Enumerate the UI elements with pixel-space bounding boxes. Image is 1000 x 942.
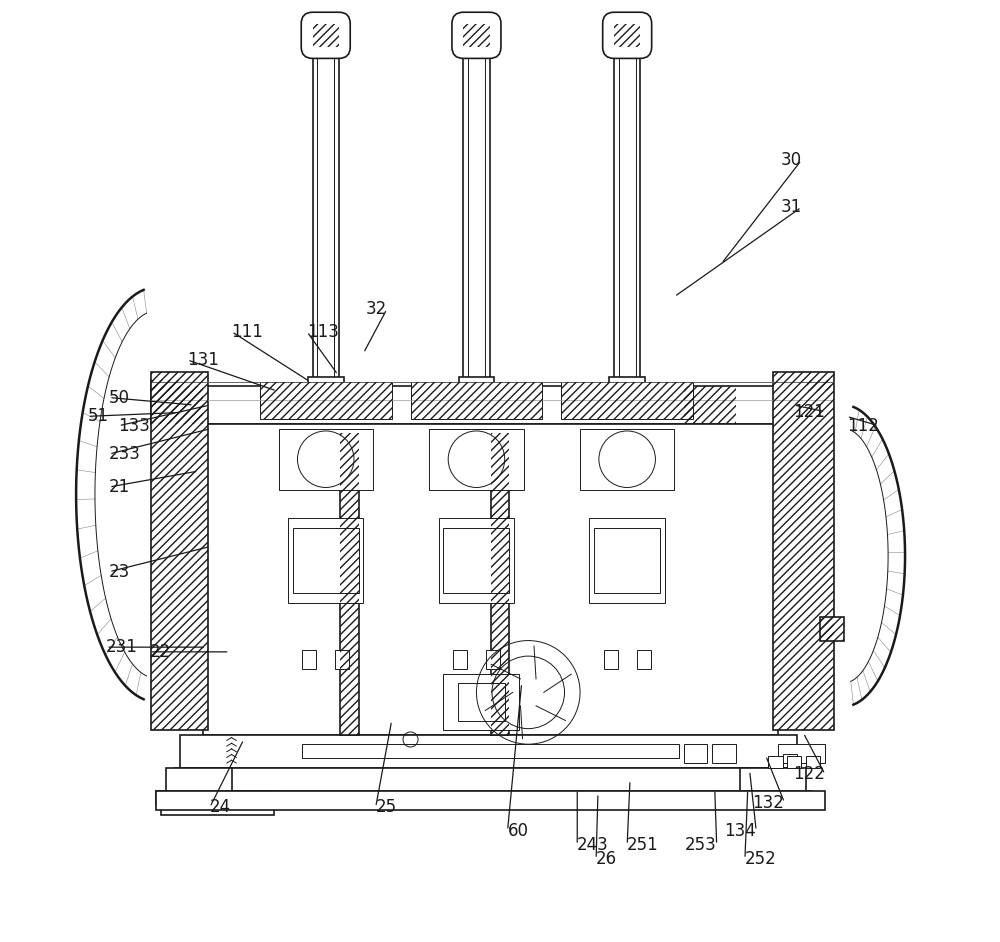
Bar: [166, 768, 232, 796]
Bar: [443, 528, 509, 593]
Bar: [740, 768, 806, 796]
Bar: [637, 650, 651, 669]
Bar: [468, 33, 485, 386]
Text: 50: 50: [109, 388, 130, 407]
Bar: [288, 518, 363, 603]
Bar: [604, 650, 618, 669]
Bar: [807, 380, 831, 391]
Bar: [778, 744, 825, 763]
Bar: [151, 386, 203, 424]
Bar: [561, 382, 693, 419]
Bar: [151, 372, 208, 730]
Text: 112: 112: [847, 416, 879, 435]
Bar: [203, 424, 778, 735]
FancyBboxPatch shape: [452, 12, 501, 58]
Bar: [180, 735, 797, 768]
Bar: [151, 372, 208, 730]
Bar: [491, 433, 509, 735]
Bar: [313, 24, 339, 47]
Text: 32: 32: [366, 300, 387, 318]
Bar: [458, 683, 505, 721]
Text: 133: 133: [118, 416, 150, 435]
Text: 23: 23: [109, 562, 130, 581]
Bar: [684, 744, 707, 763]
Bar: [443, 674, 519, 730]
Bar: [151, 386, 830, 424]
Bar: [773, 372, 834, 730]
Bar: [619, 33, 636, 386]
Bar: [594, 528, 660, 593]
Bar: [783, 754, 797, 763]
Text: 122: 122: [793, 765, 825, 784]
Text: 253: 253: [685, 836, 717, 854]
Bar: [740, 791, 811, 805]
Text: 121: 121: [793, 402, 825, 421]
FancyBboxPatch shape: [301, 12, 350, 58]
Bar: [453, 650, 467, 669]
Text: 233: 233: [109, 445, 141, 463]
Bar: [684, 386, 736, 424]
Text: 113: 113: [307, 322, 339, 341]
Text: 31: 31: [780, 198, 801, 217]
Bar: [411, 382, 542, 419]
Bar: [156, 791, 241, 805]
Bar: [429, 429, 524, 490]
Bar: [279, 429, 373, 490]
Text: 25: 25: [376, 798, 397, 817]
Bar: [589, 518, 665, 603]
Bar: [463, 28, 490, 386]
Bar: [463, 24, 490, 47]
Text: 251: 251: [627, 836, 659, 854]
Bar: [302, 744, 679, 758]
Bar: [340, 433, 359, 735]
Text: 252: 252: [745, 850, 777, 869]
Bar: [260, 382, 392, 419]
Text: 24: 24: [210, 798, 231, 817]
Bar: [439, 518, 514, 603]
Text: 132: 132: [753, 793, 784, 812]
Bar: [151, 380, 180, 391]
Bar: [712, 744, 736, 763]
Bar: [820, 617, 844, 641]
Bar: [609, 377, 645, 391]
Bar: [260, 382, 392, 419]
Bar: [561, 382, 693, 419]
Bar: [335, 650, 349, 669]
Text: 243: 243: [577, 836, 609, 854]
Bar: [580, 429, 674, 490]
Text: 26: 26: [596, 850, 617, 869]
Text: 21: 21: [109, 478, 130, 496]
Text: 134: 134: [724, 821, 756, 840]
Bar: [459, 377, 494, 391]
Text: 30: 30: [780, 151, 801, 170]
Bar: [807, 380, 831, 391]
Text: 111: 111: [232, 322, 263, 341]
Text: 22: 22: [150, 642, 171, 661]
Text: 51: 51: [87, 407, 109, 426]
Bar: [787, 756, 801, 768]
Bar: [156, 791, 825, 810]
Bar: [411, 382, 542, 419]
Bar: [151, 380, 180, 391]
Bar: [491, 433, 509, 735]
Bar: [313, 28, 339, 386]
Text: 60: 60: [508, 821, 529, 840]
Bar: [340, 433, 359, 735]
Bar: [768, 756, 783, 768]
Bar: [486, 650, 500, 669]
Bar: [293, 528, 359, 593]
Bar: [175, 768, 801, 791]
FancyBboxPatch shape: [603, 12, 652, 58]
Bar: [308, 377, 344, 391]
Text: 231: 231: [106, 638, 138, 657]
Bar: [806, 756, 820, 768]
Text: 131: 131: [187, 350, 219, 369]
Bar: [820, 617, 844, 641]
Bar: [302, 650, 316, 669]
Bar: [161, 791, 274, 815]
Bar: [614, 28, 640, 386]
Bar: [317, 33, 334, 386]
Bar: [614, 24, 640, 47]
Bar: [773, 372, 834, 730]
